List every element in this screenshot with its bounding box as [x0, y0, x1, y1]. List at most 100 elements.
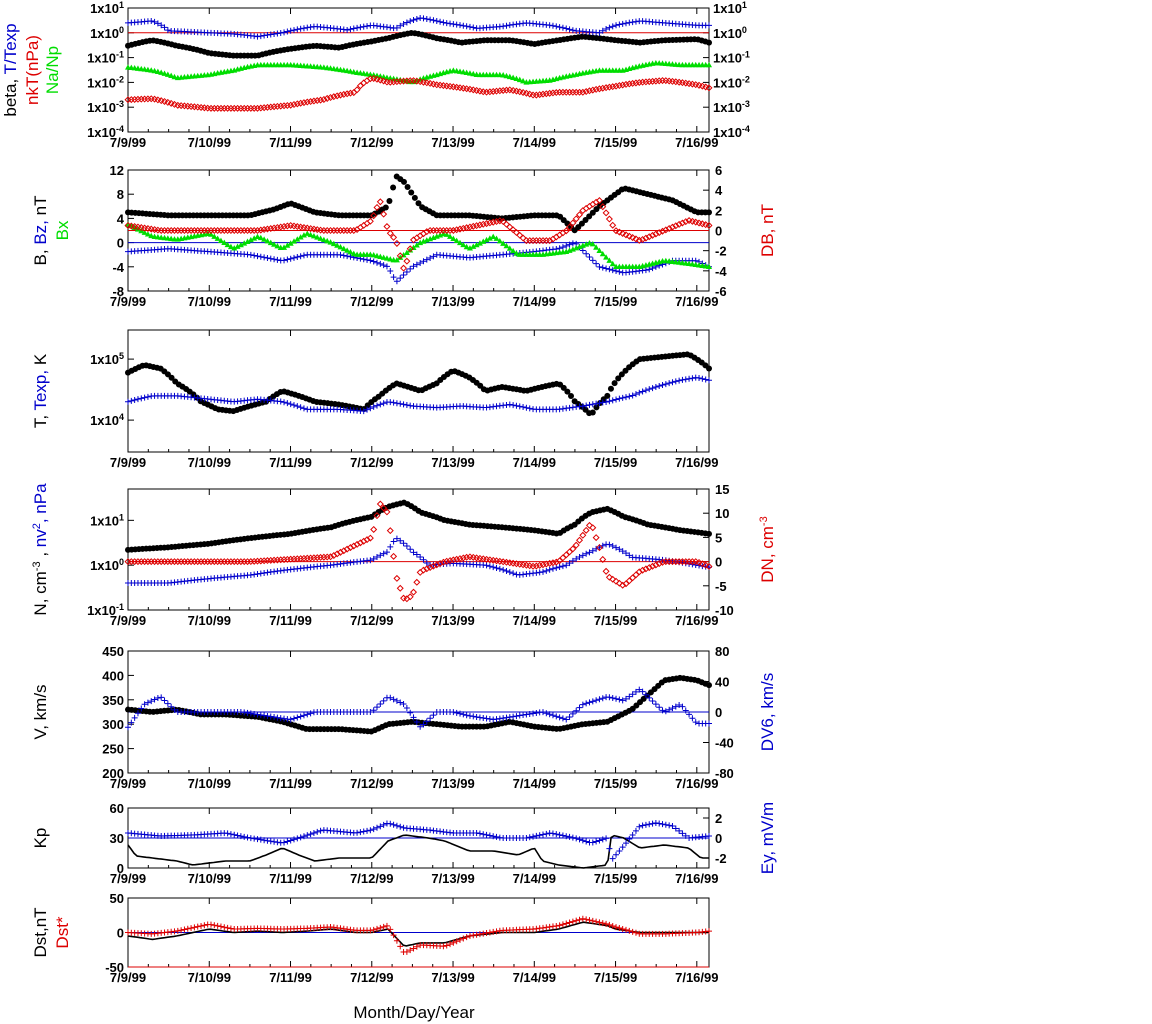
y-tick-label-p4-1-exp: 0 [119, 557, 124, 567]
data-point [457, 936, 463, 943]
data-point [629, 831, 636, 838]
data-point [606, 921, 613, 928]
data-point [589, 524, 597, 532]
data-point [569, 240, 576, 247]
y-tick-label-right-p1-5: 1x10-4 [713, 124, 750, 140]
data-point [161, 24, 168, 31]
data-point [532, 562, 540, 570]
data-point [429, 562, 437, 570]
y-tick-label-p5-0: 450 [102, 644, 124, 659]
data-point [583, 402, 590, 409]
data-point [393, 239, 401, 247]
data-point [662, 821, 669, 828]
data-point [486, 88, 494, 96]
data-point [493, 87, 501, 95]
data-point [297, 834, 304, 841]
data-point [656, 704, 663, 711]
data-point [486, 832, 493, 839]
y-tick-label-right-p1-3-mant: 1x10 [713, 75, 742, 90]
data-point [652, 384, 659, 391]
data-point [619, 925, 626, 932]
data-point [244, 238, 251, 244]
data-point [636, 686, 643, 693]
data-point [144, 231, 151, 237]
data-point [483, 220, 491, 228]
data-point [283, 222, 291, 230]
data-point [626, 19, 633, 26]
data-point [400, 701, 407, 708]
data-point [241, 240, 248, 246]
data-point [380, 504, 388, 512]
data-point [344, 247, 351, 253]
data-point [699, 375, 706, 382]
data-point [612, 82, 620, 90]
data-point [599, 555, 607, 563]
data-point [503, 22, 510, 29]
series-p2-3 [124, 197, 713, 272]
data-point [374, 402, 380, 409]
data-point [559, 832, 566, 839]
date-tick-label-p6-4: 7/13/99 [431, 871, 474, 886]
data-point [692, 719, 699, 726]
data-point [629, 79, 637, 87]
data-point [383, 922, 390, 929]
date-tick-label-p4-1: 7/10/99 [188, 613, 231, 628]
y2-tick-label-p2-5: -4 [715, 264, 727, 279]
y2-tick-label-p6-1: 0 [715, 831, 722, 846]
data-point [397, 699, 404, 706]
date-tick-label-p3-7: 7/16/99 [675, 455, 718, 470]
data-point [353, 86, 361, 94]
data-point [649, 562, 657, 570]
data-point [636, 823, 643, 830]
data-point [413, 719, 420, 726]
data-point [327, 553, 335, 561]
data-point [287, 240, 294, 246]
data-point [632, 235, 640, 243]
data-point [546, 22, 553, 29]
data-point [556, 24, 563, 31]
y-axis-label-p6: Kp [31, 828, 50, 849]
data-point [273, 223, 281, 232]
data-point [251, 835, 258, 842]
data-point [579, 247, 586, 254]
data-point [606, 398, 613, 405]
data-point [366, 534, 374, 542]
data-point [307, 98, 315, 106]
date-tick-label-p7-3: 7/12/99 [350, 970, 393, 985]
data-point [523, 404, 530, 411]
data-point [503, 242, 510, 249]
y-tick-label-p1-0: 1x101 [90, 0, 124, 16]
data-point [407, 247, 414, 253]
date-tick-label-p6-7: 7/16/99 [675, 871, 718, 886]
y-tick-label-p2-0: 12 [110, 163, 124, 178]
data-point [566, 560, 573, 567]
data-point [340, 252, 347, 259]
data-point [573, 835, 580, 842]
data-point [613, 544, 620, 551]
data-point [284, 400, 291, 407]
data-point [281, 29, 288, 36]
data-point [264, 837, 271, 844]
y-tick-label-p1-4-exp: -3 [116, 99, 124, 109]
y2-tick-label-p4-4: -5 [715, 579, 727, 594]
data-point [609, 221, 617, 229]
data-point [350, 226, 358, 235]
data-point [586, 549, 593, 556]
data-point [639, 688, 646, 695]
data-point [616, 268, 623, 275]
data-point [613, 851, 620, 858]
data-point [198, 922, 205, 929]
data-point [151, 67, 158, 74]
data-point [370, 251, 377, 258]
data-point [609, 83, 617, 91]
data-point [635, 78, 643, 86]
y2-tick-label-p4-5: -10 [715, 603, 734, 618]
data-point [686, 711, 693, 718]
data-point [366, 217, 374, 225]
data-point [480, 831, 487, 838]
data-point [410, 945, 417, 952]
data-point [281, 257, 288, 264]
data-point [530, 833, 537, 840]
data-point [291, 238, 297, 244]
data-point [593, 244, 600, 250]
